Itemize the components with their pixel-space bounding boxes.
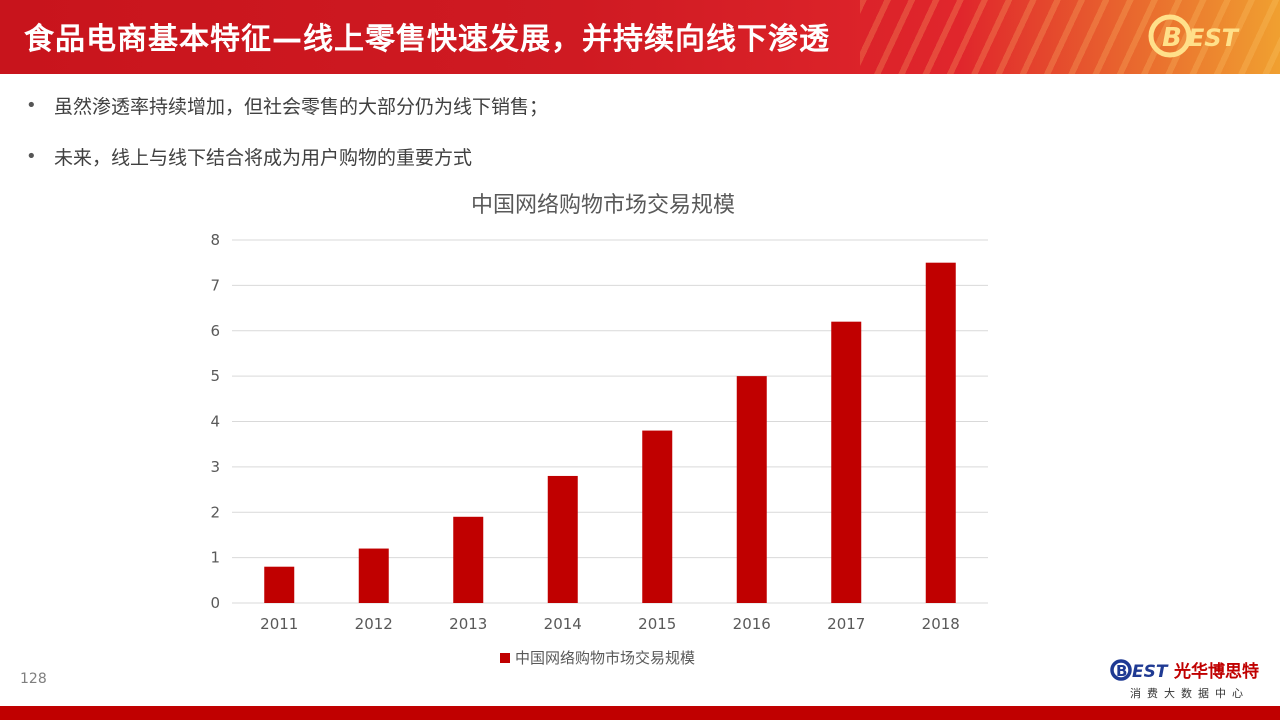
svg-text:B: B bbox=[1116, 662, 1127, 680]
y-tick-label: 2 bbox=[210, 503, 220, 521]
x-tick-label: 2017 bbox=[827, 615, 865, 633]
bar bbox=[358, 548, 389, 603]
bullet-item: • 虽然渗透率持续增加，但社会零售的大部分仍为线下销售； bbox=[26, 92, 548, 118]
footer-bar bbox=[0, 706, 1280, 720]
best-logo-icon: B EST bbox=[1148, 14, 1240, 58]
bullet-item: • 未来，线上与线下结合将成为用户购物的重要方式 bbox=[26, 143, 548, 169]
svg-text:EST: EST bbox=[1188, 24, 1240, 52]
x-tick-label: 2014 bbox=[544, 615, 582, 633]
bar bbox=[925, 262, 956, 603]
bullet-list: • 虽然渗透率持续增加，但社会零售的大部分仍为线下销售； • 未来，线上与线下结… bbox=[26, 92, 548, 194]
legend-label: 中国网络购物市场交易规模 bbox=[515, 649, 695, 667]
bullet-dot-icon: • bbox=[26, 94, 37, 116]
x-tick-label: 2011 bbox=[260, 615, 298, 633]
x-tick-label: 2016 bbox=[733, 615, 771, 633]
brand-subtitle: 消费大数据中心 bbox=[1130, 687, 1249, 700]
bar bbox=[453, 516, 484, 603]
chart-title: 中国网络购物市场交易规模 bbox=[471, 193, 735, 218]
brand-name: 光华博思特 bbox=[1173, 661, 1259, 682]
svg-text:EST: EST bbox=[1132, 662, 1169, 682]
x-tick-label: 2015 bbox=[638, 615, 676, 633]
bar bbox=[547, 475, 578, 603]
y-tick-label: 4 bbox=[210, 413, 220, 431]
x-tick-label: 2018 bbox=[922, 615, 960, 633]
header-decoration bbox=[860, 0, 1280, 74]
y-tick-label: 3 bbox=[210, 458, 220, 476]
bullet-text: 未来，线上与线下结合将成为用户购物的重要方式 bbox=[54, 146, 473, 169]
bar bbox=[831, 321, 862, 603]
best-brand-icon: B EST 光华博思特 bbox=[1110, 659, 1259, 682]
y-tick-label: 8 bbox=[210, 231, 220, 249]
x-tick-label: 2012 bbox=[355, 615, 393, 633]
bar bbox=[642, 430, 673, 603]
bullet-dot-icon: • bbox=[26, 145, 37, 167]
chart-legend: 中国网络购物市场交易规模 bbox=[500, 649, 695, 667]
bar bbox=[736, 376, 767, 603]
bullet-text: 虽然渗透率持续增加，但社会零售的大部分仍为线下销售； bbox=[54, 95, 549, 118]
y-tick-label: 0 bbox=[210, 594, 220, 612]
page-number: 128 bbox=[20, 671, 47, 687]
y-tick-label: 6 bbox=[210, 322, 220, 340]
bar-chart: 中国网络购物市场交易规模 2011 2012 2013 2014 2015 2016 201… bbox=[210, 193, 988, 667]
y-tick-label: 7 bbox=[210, 276, 220, 294]
svg-text:B: B bbox=[1162, 23, 1182, 53]
y-tick-label: 1 bbox=[210, 549, 220, 567]
bar bbox=[264, 566, 295, 603]
brand-logo: B EST 光华博思特 消费大数据中心 bbox=[1110, 656, 1270, 702]
header-banner: 食品电商基本特征—线上零售快速发展，并持续向线下渗透 B EST bbox=[0, 0, 1280, 74]
legend-swatch bbox=[500, 653, 510, 663]
page-title: 食品电商基本特征—线上零售快速发展，并持续向线下渗透 bbox=[24, 22, 830, 57]
y-tick-label: 5 bbox=[210, 367, 220, 385]
x-tick-label: 2013 bbox=[449, 615, 487, 633]
